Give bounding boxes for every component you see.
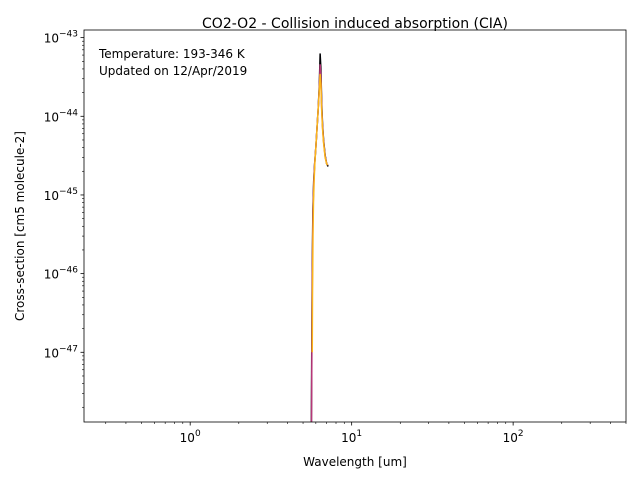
chart-title: CO2-O2 - Collision induced absorption (C… [202, 16, 508, 32]
y-axis-label: Cross-section [cm5 molecule-2] [13, 131, 27, 321]
series-line-2 [311, 73, 329, 353]
x-tick-label: 102 [503, 429, 524, 445]
plot-frame [83, 29, 627, 423]
y-axis: 10−47 10−46 10−45 10−44 10−43 [44, 30, 84, 408]
y-tick-label: 10−46 [44, 266, 79, 282]
y-tick-label: 10−43 [44, 30, 78, 46]
annotation-temperature: Temperature: 193-346 K [98, 47, 246, 61]
x-axis-label: Wavelength [um] [303, 455, 407, 469]
y-tick-label: 10−44 [44, 108, 79, 124]
y-tick-label: 10−47 [44, 344, 78, 360]
series-line-1 [310, 64, 329, 422]
y-tick-label: 10−45 [44, 187, 78, 203]
x-tick-label: 101 [341, 429, 362, 445]
series-line-0 [310, 53, 329, 422]
x-axis: 100 101 102 [105, 422, 627, 445]
annotation-updated: Updated on 12/Apr/2019 [99, 64, 247, 78]
series-layer [310, 53, 329, 422]
x-tick-label: 100 [180, 429, 201, 445]
